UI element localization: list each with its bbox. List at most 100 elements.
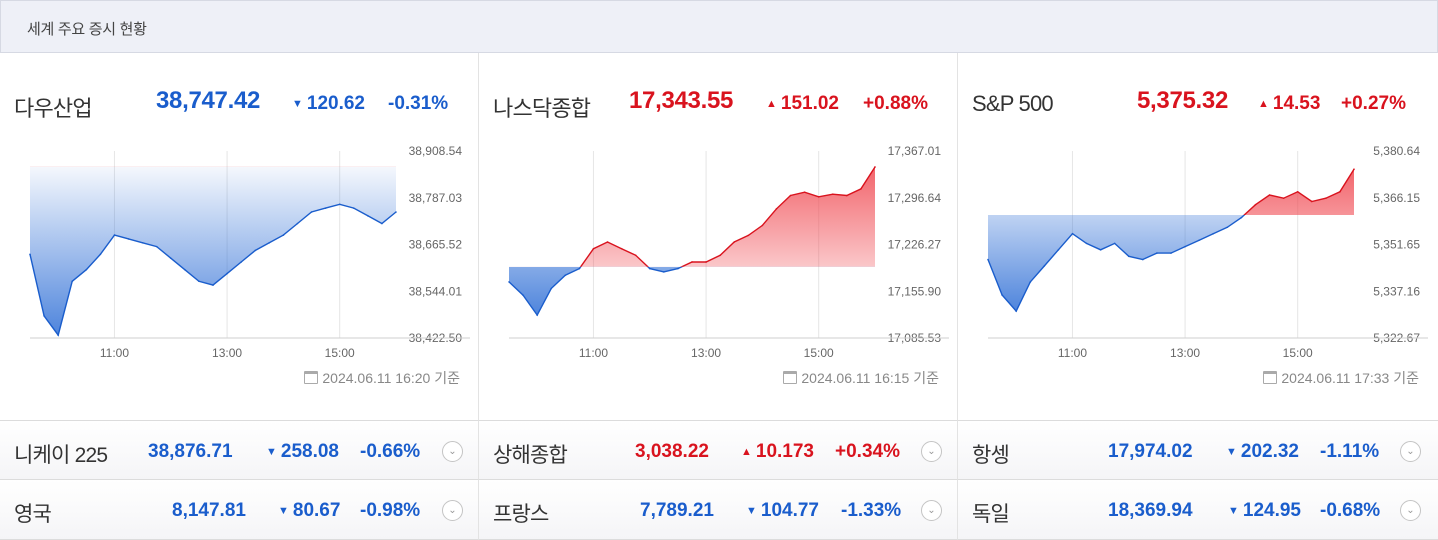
data-point — [733, 241, 736, 243]
data-point — [1099, 249, 1102, 251]
data-point — [310, 211, 313, 213]
chevron-down-icon[interactable]: ⌄ — [442, 500, 463, 521]
data-point — [268, 241, 271, 244]
data-point — [212, 284, 214, 286]
data-point — [1339, 190, 1341, 193]
index-price: 3,038.22 — [635, 441, 709, 462]
chevron-down-icon[interactable]: ⌄ — [921, 500, 942, 521]
index-row-hangseng[interactable]: 항셍 17,974.02 ▼ 202.32 -1.11% ⌄ — [958, 420, 1438, 480]
series-line-down — [508, 266, 684, 317]
data-point — [705, 261, 707, 263]
data-point — [1353, 168, 1355, 170]
up-arrow-icon: ▲ — [1258, 98, 1269, 110]
data-point — [1015, 310, 1017, 312]
data-point — [1085, 242, 1088, 245]
section-title: 세계 주요 증시 현황 — [27, 21, 147, 38]
nasdaq-chart[interactable]: 11:00 13:00 15:00 17,367.01 17,296.64 17,226.… — [479, 133, 958, 363]
data-point — [1282, 197, 1285, 200]
index-row-uk[interactable]: 영국 8,147.81 ▼ 80.67 -0.98% ⌄ — [0, 480, 479, 540]
data-point — [29, 253, 31, 256]
index-name: S&P 500 — [972, 91, 1054, 116]
data-point — [663, 271, 665, 273]
data-point — [198, 280, 200, 283]
index-price: 5,375.32 — [1137, 87, 1229, 114]
calendar-icon — [1263, 371, 1278, 384]
index-change: ▼ 124.95 — [1228, 500, 1301, 522]
index-pct: -0.31% — [388, 93, 449, 114]
data-point — [99, 253, 102, 256]
x-tick-label: 13:00 — [1170, 346, 1200, 360]
data-point — [1156, 252, 1158, 254]
index-row-shanghai[interactable]: 상해종합 3,038.22 ▲ 10.173 +0.34% ⌄ — [479, 420, 958, 480]
y-tick-label: 38,908.54 — [409, 144, 463, 158]
data-point — [1057, 249, 1060, 251]
data-point — [1071, 232, 1074, 235]
index-name: 다우산업 — [14, 96, 93, 121]
data-point — [677, 267, 679, 270]
data-point — [240, 261, 242, 263]
up-arrow-icon: ▲ — [741, 446, 752, 458]
data-point — [691, 261, 693, 263]
index-row-nikkei[interactable]: 니케이 225 38,876.71 ▼ 258.08 -0.66% ⌄ — [0, 420, 479, 480]
chevron-down-icon[interactable]: ⌄ — [921, 441, 942, 462]
area-above-baseline — [509, 167, 875, 267]
index-change: ▲ 151.02 — [766, 93, 839, 115]
data-point — [564, 274, 567, 277]
data-point — [522, 294, 524, 296]
index-row-germany[interactable]: 독일 18,369.94 ▼ 124.95 -0.68% ⌄ — [958, 480, 1438, 540]
data-point — [395, 211, 397, 213]
calendar-icon — [304, 371, 319, 384]
index-panel-sp500[interactable]: S&P 500 5,375.32 ▲ 14.53 +0.27% 11:00 13:0… — [958, 53, 1437, 420]
index-pct: +0.88% — [863, 93, 928, 114]
index-change-value: 151.02 — [780, 93, 840, 114]
up-arrow-icon: ▲ — [766, 98, 777, 110]
index-pct: -0.66% — [360, 441, 421, 462]
x-tick-label: 11:00 — [1058, 346, 1087, 360]
y-tick-label: 17,155.90 — [888, 284, 942, 298]
index-name: 프랑스 — [493, 503, 549, 526]
area-above-baseline — [988, 169, 1354, 216]
area-below-baseline — [509, 266, 682, 316]
down-arrow-icon: ▼ — [1228, 505, 1239, 517]
index-panel-dow[interactable]: 다우산업 38,747.42 ▼ 120.62 -0.31% 11:00 13:00… — [0, 53, 479, 420]
x-tick-label: 13:00 — [212, 346, 242, 360]
data-point — [1296, 190, 1299, 193]
y-tick-label: 5,366.15 — [1373, 191, 1420, 205]
area-below-baseline — [30, 166, 396, 336]
index-panel-nasdaq[interactable]: 나스닥종합 17,343.55 ▲ 151.02 +0.88% 11:00 13:0… — [479, 53, 958, 420]
data-point — [817, 196, 820, 198]
data-point — [324, 207, 327, 209]
sp500-chart[interactable]: 11:00 13:00 15:00 5,380.64 5,366.15 5,351.65 5… — [958, 133, 1437, 363]
data-point — [1226, 226, 1229, 229]
data-point — [1113, 242, 1116, 245]
data-point — [1310, 200, 1313, 203]
down-arrow-icon: ▼ — [266, 446, 277, 458]
index-change-value: 120.62 — [306, 93, 366, 114]
index-row-france[interactable]: 프랑스 7,789.21 ▼ 104.77 -1.33% ⌄ — [479, 480, 958, 540]
chevron-down-icon[interactable]: ⌄ — [1400, 500, 1421, 521]
data-point — [254, 249, 257, 252]
dow-chart-svg: 11:00 13:00 15:00 38,908.54 38,787.03 38,665.… — [29, 144, 470, 360]
data-point — [874, 166, 876, 168]
index-price: 17,343.55 — [629, 87, 734, 114]
data-point — [226, 272, 228, 275]
chevron-down-icon[interactable]: ⌄ — [1400, 441, 1421, 462]
data-point — [648, 267, 651, 270]
index-change: ▲ 14.53 — [1258, 93, 1320, 115]
index-change-value: 124.95 — [1242, 500, 1302, 521]
data-point — [1254, 203, 1257, 206]
chevron-down-icon[interactable]: ⌄ — [442, 441, 463, 462]
data-point — [296, 222, 299, 225]
index-change: ▼ 104.77 — [746, 500, 819, 522]
index-pct: +0.27% — [1341, 93, 1406, 114]
y-tick-label: 17,367.01 — [888, 144, 942, 158]
data-point — [634, 254, 637, 257]
index-change: ▼ 202.32 — [1226, 441, 1299, 463]
index-change-value: 258.08 — [280, 441, 340, 462]
data-point — [338, 203, 341, 206]
data-point — [789, 194, 792, 197]
data-point — [1029, 281, 1032, 283]
dow-chart[interactable]: 11:00 13:00 15:00 38,908.54 38,787.03 38,665.… — [0, 133, 479, 363]
data-point — [71, 280, 74, 283]
index-change: ▲ 10.173 — [741, 441, 814, 463]
